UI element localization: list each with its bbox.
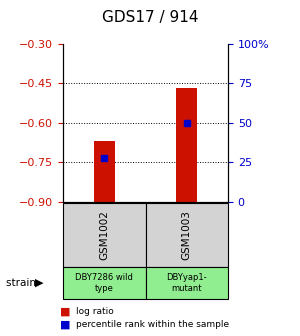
Text: log ratio: log ratio bbox=[76, 307, 114, 316]
Text: DBYyap1-
mutant: DBYyap1- mutant bbox=[167, 274, 207, 293]
Text: ▶: ▶ bbox=[34, 278, 43, 288]
Bar bbox=[94, 141, 115, 202]
Text: strain: strain bbox=[6, 278, 39, 288]
Text: GSM1002: GSM1002 bbox=[99, 210, 109, 260]
Bar bbox=[176, 88, 197, 202]
Text: percentile rank within the sample: percentile rank within the sample bbox=[76, 320, 230, 329]
Text: ■: ■ bbox=[60, 307, 70, 317]
Text: DBY7286 wild
type: DBY7286 wild type bbox=[75, 274, 133, 293]
Text: ■: ■ bbox=[60, 319, 70, 329]
Text: GSM1003: GSM1003 bbox=[182, 210, 192, 260]
Text: GDS17 / 914: GDS17 / 914 bbox=[102, 10, 198, 25]
